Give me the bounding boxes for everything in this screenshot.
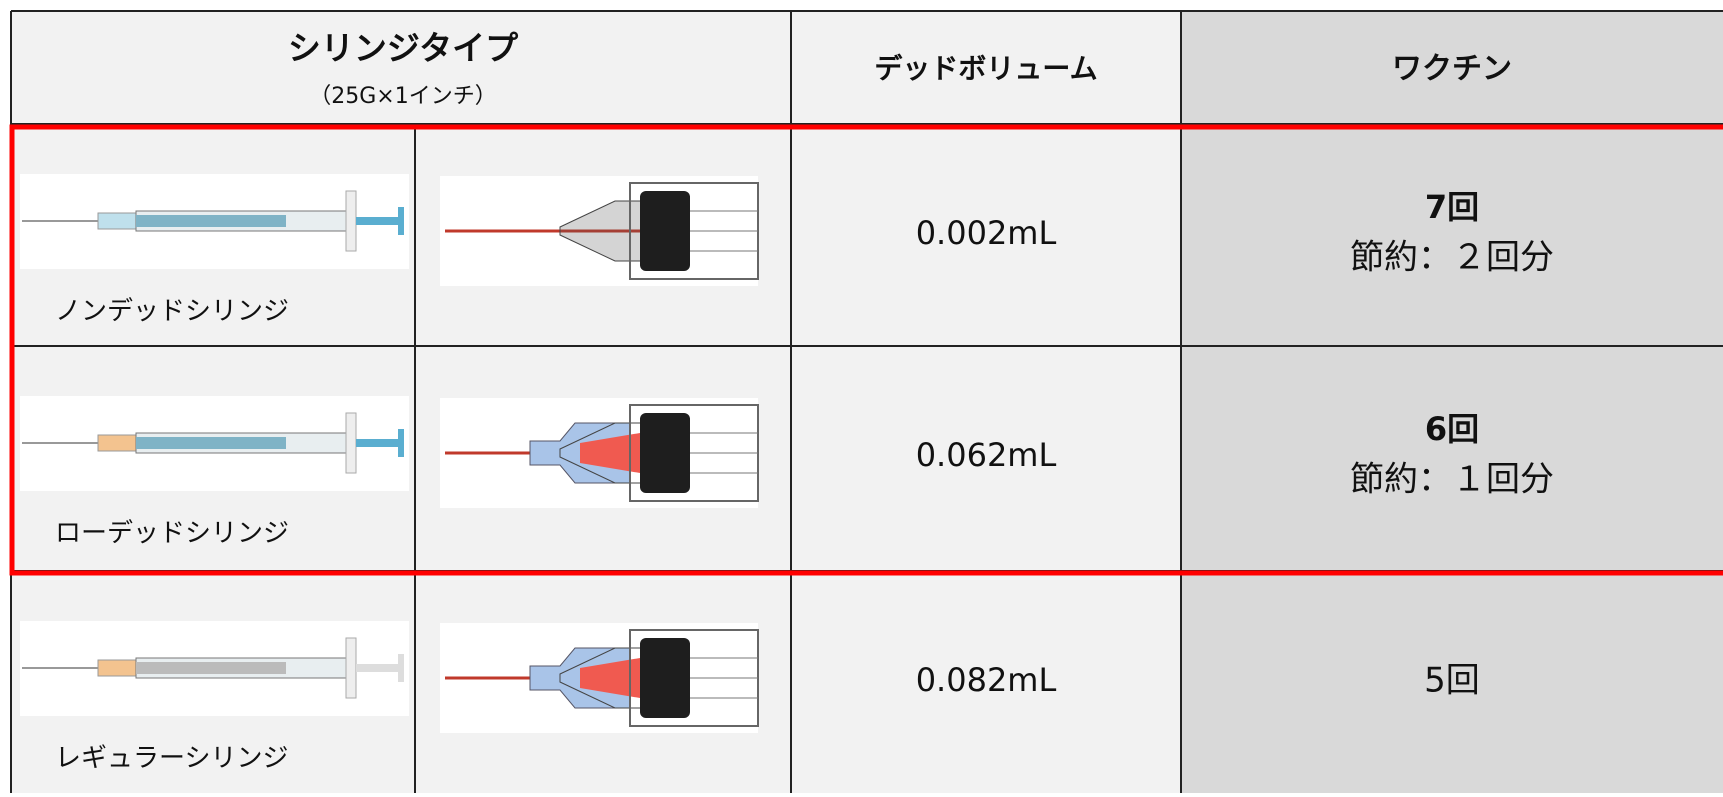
- flange: [345, 637, 357, 699]
- plunger-fill: [136, 437, 286, 449]
- syringe-photo: [20, 174, 409, 269]
- dead-volume: 0.082mL: [916, 661, 1057, 699]
- flange: [345, 190, 357, 252]
- cap: [398, 207, 404, 235]
- cross-section: [440, 623, 759, 733]
- flange: [345, 412, 357, 474]
- rod: [356, 217, 398, 225]
- hub: [97, 212, 139, 230]
- plunger-fill: [136, 662, 286, 674]
- hub: [97, 434, 139, 452]
- syringe-photo: [20, 396, 409, 491]
- dead-volume: 0.002mL: [916, 214, 1057, 252]
- header-vaccine: ワクチン: [1392, 52, 1512, 87]
- section-plunger: [640, 191, 690, 271]
- section-plunger: [640, 638, 690, 718]
- dead-volume: 0.062mL: [916, 436, 1057, 474]
- plunger-fill: [136, 215, 286, 227]
- cap: [398, 654, 404, 682]
- header-subtitle: （25G×1インチ）: [309, 84, 496, 109]
- syringe-name: レギュラーシリンジ: [55, 744, 288, 774]
- doses: 7回: [1425, 188, 1479, 226]
- syringe-photo: [20, 621, 409, 716]
- cross-section: [440, 176, 759, 286]
- doses: 6回: [1425, 410, 1479, 448]
- vaccine-bg: [1181, 11, 1723, 793]
- section-plunger: [640, 413, 690, 493]
- section-dead-space: [580, 658, 640, 698]
- cross-section: [440, 398, 759, 508]
- saving: 節約：２回分: [1350, 238, 1554, 278]
- header-title: シリンジタイプ: [288, 29, 519, 68]
- rod: [356, 664, 398, 672]
- header-dead-volume: デッドボリューム: [874, 52, 1097, 85]
- saving: 節約：１回分: [1350, 460, 1554, 500]
- doses: 5回: [1424, 661, 1480, 701]
- cap: [398, 429, 404, 457]
- rod: [356, 439, 398, 447]
- syringe-name: ノンデッドシリンジ: [55, 297, 289, 327]
- highlight-box: [9, 124, 1723, 576]
- syringe-name: ローデッドシリンジ: [55, 519, 289, 549]
- hub: [97, 659, 139, 677]
- section-dead-space: [580, 433, 640, 473]
